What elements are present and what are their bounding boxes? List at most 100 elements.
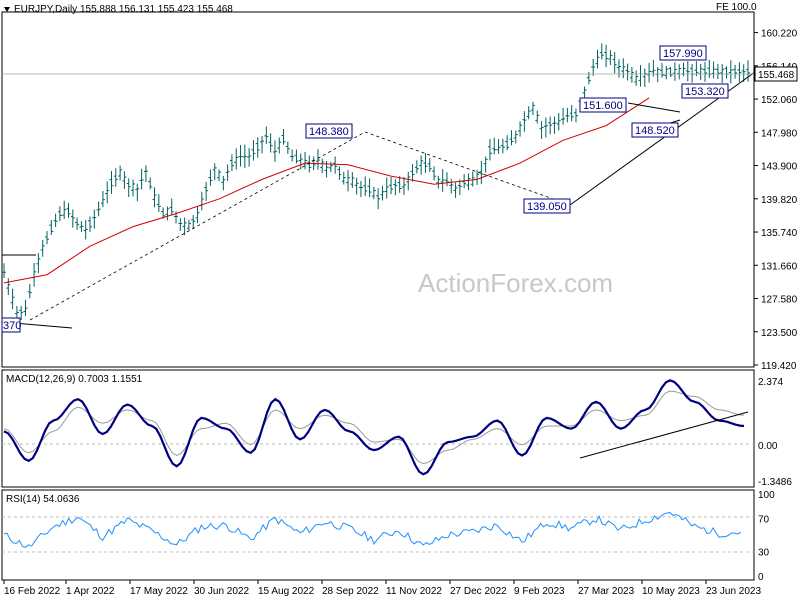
- price-bar: [513, 130, 518, 144]
- current-price-tag: 155.468: [754, 66, 798, 82]
- price-bar: [432, 166, 437, 181]
- price-bar: [204, 181, 209, 201]
- price-bar: [238, 145, 243, 167]
- price-bar: [453, 182, 458, 198]
- price-bar: [371, 186, 376, 200]
- price-bar: [737, 62, 742, 83]
- price-bar: [702, 62, 707, 82]
- rsi-y-tick-label: 100: [758, 490, 775, 501]
- price-bar: [647, 62, 652, 83]
- price-bar: [518, 121, 523, 137]
- price-bar: [393, 179, 398, 196]
- price-bar: [88, 216, 93, 232]
- macd-signal-line: [3, 390, 745, 465]
- price-bar: [419, 155, 424, 175]
- price-bar: [530, 101, 535, 115]
- rsi-title: RSI(14) 54.0636: [6, 494, 80, 505]
- price-bar: [711, 61, 716, 79]
- price-bar: [561, 107, 566, 125]
- rsi-y-tick-label: 30: [758, 547, 770, 558]
- price-bar: [707, 59, 712, 78]
- price-panel-frame: [1, 11, 755, 368]
- price-bar: [251, 140, 256, 161]
- price-y-tick-label: 119.420: [761, 361, 797, 372]
- svg-text:155.468: 155.468: [758, 70, 795, 81]
- price-bar: [92, 209, 97, 229]
- price-bar: [479, 160, 484, 185]
- price-bar: [247, 148, 252, 167]
- price-bar: [543, 117, 548, 138]
- macd-trendline: [579, 411, 749, 459]
- price-bar: [427, 158, 432, 172]
- x-axis: 16 Feb 2022 1 Apr 2022 17 May 2022 30 Jun 2…: [3, 580, 761, 597]
- annotation-148520: 148.520: [631, 122, 679, 138]
- price-candles: [2, 43, 750, 324]
- price-y-tick-label: 123.500: [761, 328, 798, 339]
- price-bar: [32, 262, 37, 287]
- price-bar: [350, 172, 355, 188]
- price-bar: [242, 144, 247, 168]
- price-bar: [401, 176, 406, 195]
- price-bar: [315, 149, 320, 170]
- x-tick-label: 27 Mar 2023: [578, 586, 635, 597]
- price-bar: [642, 68, 647, 87]
- price-bar: [212, 163, 217, 181]
- svg-text:148.380: 148.380: [309, 126, 349, 138]
- x-tick-label: 9 Feb 2023: [514, 586, 565, 597]
- fe-label: FE 100.0: [716, 2, 757, 13]
- price-bar: [634, 70, 639, 86]
- price-bar: [186, 219, 191, 231]
- price-bar: [599, 43, 604, 60]
- price-bar: [565, 107, 570, 123]
- price-bar: [668, 66, 673, 77]
- price-bar: [268, 133, 273, 153]
- price-bar: [685, 61, 690, 82]
- moving-average-line: [3, 97, 650, 284]
- x-tick-label: 23 Jun 2023: [706, 586, 761, 597]
- svg-text:153.320: 153.320: [685, 86, 725, 98]
- macd-main-line: [3, 379, 745, 476]
- price-bar: [414, 160, 419, 174]
- price-bar: [264, 126, 269, 144]
- price-bar: [6, 278, 11, 296]
- rsi-y-axis: 100 70 30 0: [758, 490, 775, 583]
- price-bar: [659, 62, 664, 78]
- price-bar: [539, 120, 544, 139]
- price-bar: [509, 130, 514, 146]
- price-bar: [367, 178, 372, 198]
- price-bar: [100, 191, 105, 208]
- price-bar: [260, 136, 265, 154]
- price-bar: [410, 164, 415, 182]
- price-bar: [457, 179, 462, 196]
- price-bar: [169, 198, 174, 216]
- price-bar: [333, 156, 338, 174]
- price-bar: [2, 263, 6, 279]
- macd-y-tick-label: 2.374: [758, 377, 783, 388]
- price-bar: [139, 168, 144, 190]
- price-bar: [53, 213, 58, 227]
- price-bar: [105, 181, 110, 204]
- macd-y-tick-label: 0.00: [758, 441, 778, 452]
- annotation-153320: 153.320: [681, 83, 729, 99]
- price-bar: [552, 116, 557, 134]
- price-bar: [638, 65, 643, 87]
- price-bar: [548, 116, 553, 135]
- price-bar: [487, 138, 492, 161]
- price-bar: [470, 171, 475, 187]
- price-bar: [604, 44, 609, 68]
- x-tick-label: 28 Sep 2022: [322, 586, 379, 597]
- price-y-tick-label: 160.220: [761, 29, 798, 40]
- price-bar: [294, 149, 299, 164]
- price-bar: [229, 154, 234, 172]
- price-bar: [380, 185, 385, 201]
- price-bar: [285, 141, 290, 154]
- price-bar: [152, 187, 157, 208]
- dashed-trendline-up: [29, 131, 366, 321]
- price-bar: [440, 168, 445, 192]
- price-bar: [109, 170, 114, 194]
- collapse-arrow-icon[interactable]: [4, 7, 10, 12]
- annotation-151600: 151.600: [579, 97, 627, 113]
- price-bar: [298, 153, 303, 170]
- price-bar: [10, 288, 15, 310]
- price-y-tick-label: 127.580: [761, 295, 798, 306]
